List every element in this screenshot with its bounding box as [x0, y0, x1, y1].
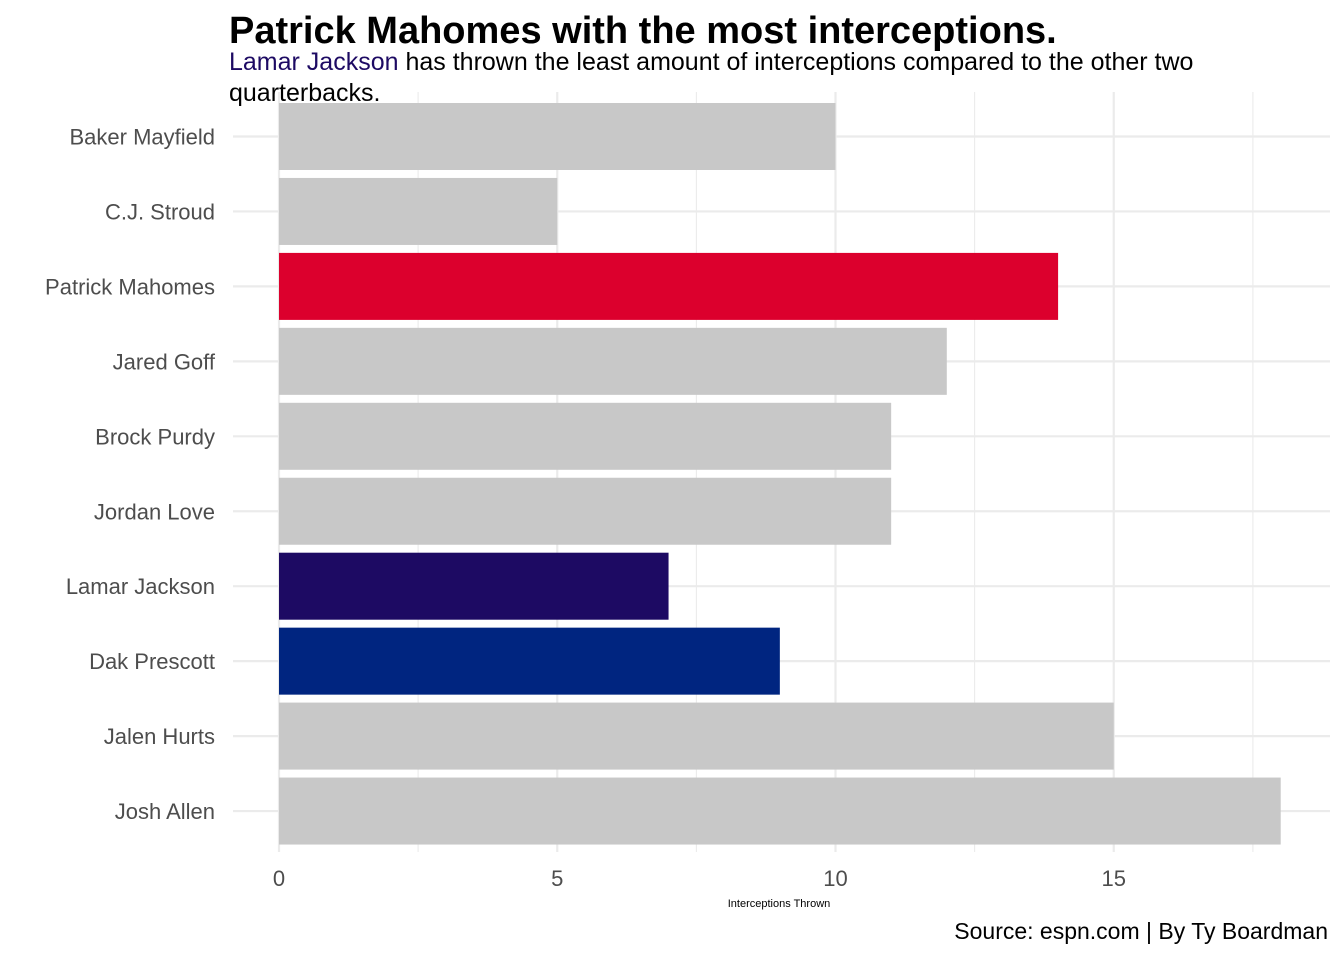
y-tick-label: Patrick Mahomes	[45, 274, 215, 299]
bar-lamar-jackson	[279, 552, 669, 620]
x-tick-label: 15	[1102, 866, 1126, 891]
y-tick-label: Lamar Jackson	[66, 574, 215, 599]
y-tick-label: Brock Purdy	[95, 424, 215, 449]
y-tick-label: Dak Prescott	[89, 649, 215, 674]
bar-dak-prescott	[279, 627, 780, 695]
bar-josh-allen	[279, 777, 1281, 845]
bar-c-j-stroud	[279, 177, 558, 245]
x-tick-label: 0	[273, 866, 285, 891]
x-tick-label: 10	[823, 866, 847, 891]
x-axis-title: Interceptions Thrown	[728, 898, 831, 910]
bar-jalen-hurts	[279, 702, 1114, 770]
x-tick-label: 5	[551, 866, 563, 891]
bar-jared-goff	[279, 327, 947, 395]
chart-subtitle: Lamar Jackson has thrown the least amoun…	[229, 47, 1309, 109]
chart-caption: Source: espn.com | By Ty Boardman	[954, 918, 1328, 944]
subtitle-text: has thrown the least amount of intercept…	[229, 48, 1194, 107]
bar-jordan-love	[279, 477, 892, 545]
axis-labels: Baker Mayfield C.J. Stroud Patrick Mahomes…	[45, 125, 1126, 892]
bar-patrick-mahomes	[279, 252, 1059, 320]
bar-baker-mayfield	[279, 103, 836, 170]
y-tick-label: C.J. Stroud	[105, 199, 215, 224]
y-tick-label: Jared Goff	[113, 349, 216, 374]
chart-title: Patrick Mahomes with the most intercepti…	[229, 10, 1057, 52]
bar-brock-purdy	[279, 402, 892, 470]
bars	[279, 103, 1281, 845]
y-tick-label: Baker Mayfield	[69, 125, 215, 150]
y-tick-label: Jalen Hurts	[104, 724, 215, 749]
y-tick-label: Josh Allen	[115, 799, 215, 824]
y-tick-label: Jordan Love	[94, 499, 215, 524]
subtitle-highlight: Lamar Jackson	[229, 48, 399, 76]
